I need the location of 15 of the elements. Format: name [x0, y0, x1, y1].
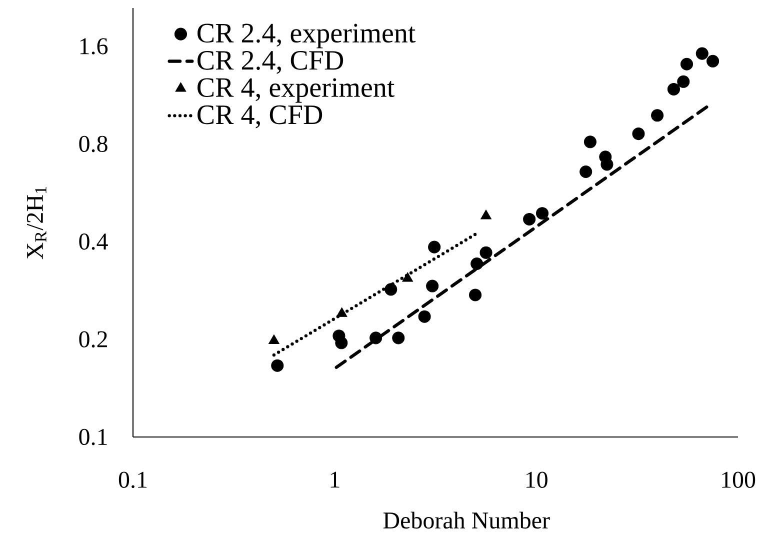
x-tick-label: 1	[330, 472, 340, 488]
y-tick-label: 1.6	[80, 38, 108, 54]
x-axis-title: Deborah Number	[383, 512, 550, 529]
legend-label: CR 4, CFD	[198, 105, 322, 128]
legend-label: CR 2.4, CFD	[198, 50, 344, 74]
x-tick-label: 0.1	[118, 472, 147, 488]
x-tick-label: 100	[722, 472, 756, 488]
y-tick-label: 0.8	[79, 136, 108, 152]
y-axis-title: X$_{R}$/2H$_{1}$	[26, 187, 46, 260]
y-tick-label: 0.1	[79, 428, 107, 446]
legend-label: CR 2.4, experiment	[198, 24, 416, 48]
y-tick-label: 0.2	[79, 331, 107, 348]
y-tick-label: 0.4	[79, 234, 108, 250]
legend-label: CR 4, experiment	[198, 78, 395, 103]
x-tick-label: 10	[526, 472, 548, 488]
